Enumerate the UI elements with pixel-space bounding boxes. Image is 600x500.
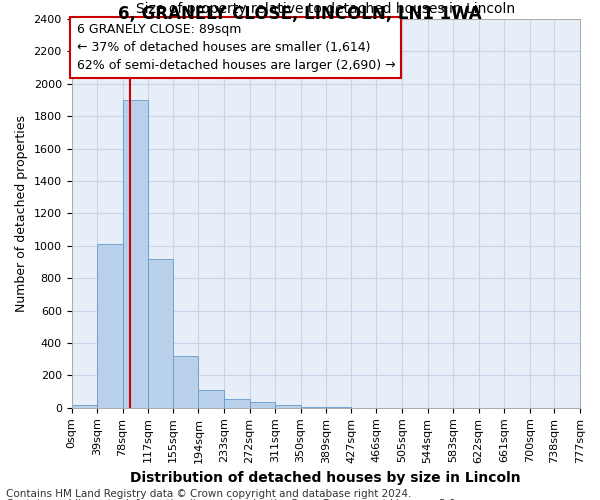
Bar — [71, 404, 97, 408]
Bar — [275, 404, 301, 408]
Text: Contains HM Land Registry data © Crown copyright and database right 2024.: Contains HM Land Registry data © Crown c… — [6, 489, 412, 499]
Bar — [97, 244, 122, 408]
Bar — [199, 390, 224, 408]
Title: Size of property relative to detached houses in Lincoln: Size of property relative to detached ho… — [136, 2, 515, 16]
Bar — [173, 356, 199, 408]
Text: 6 GRANELY CLOSE: 89sqm
← 37% of detached houses are smaller (1,614)
62% of semi-: 6 GRANELY CLOSE: 89sqm ← 37% of detached… — [77, 23, 395, 72]
Text: 6, GRANELY CLOSE, LINCOLN, LN1 1WA: 6, GRANELY CLOSE, LINCOLN, LN1 1WA — [118, 5, 482, 23]
Bar — [301, 407, 326, 408]
Bar — [122, 100, 148, 408]
Bar — [148, 259, 173, 408]
Bar — [224, 399, 250, 408]
Y-axis label: Number of detached properties: Number of detached properties — [15, 115, 28, 312]
Text: Contains public sector information licensed under the Open Government Licence v3: Contains public sector information licen… — [6, 499, 459, 500]
X-axis label: Distribution of detached houses by size in Lincoln: Distribution of detached houses by size … — [130, 471, 521, 485]
Bar — [250, 402, 275, 408]
